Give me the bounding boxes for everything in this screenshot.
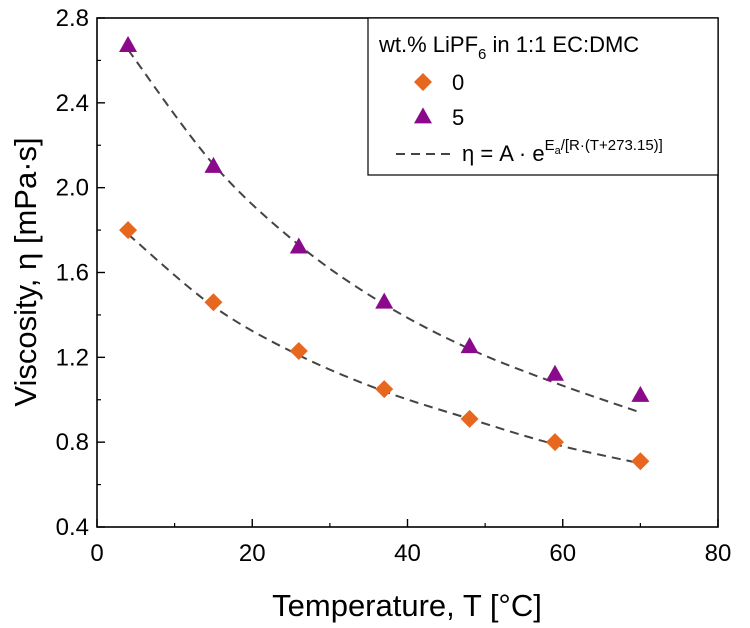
- y-tick-label: 0.4: [56, 514, 89, 541]
- data-point-series-0: [631, 452, 650, 471]
- legend-title: wt.% LiPF6 in 1:1 EC:DMC: [378, 32, 639, 63]
- legend: wt.% LiPF6 in 1:1 EC:DMC 05 η = A · eEa/…: [367, 17, 719, 176]
- data-point-series-0: [545, 433, 564, 452]
- legend-marker-series-5: [414, 107, 432, 124]
- data-point-series-0: [204, 293, 223, 312]
- data-point-series-5: [460, 337, 479, 354]
- data-point-series-5: [545, 364, 564, 381]
- y-tick-label: 2.4: [56, 90, 89, 117]
- y-axis-title: Viscosity, η [mPa·s]: [8, 137, 43, 406]
- x-tick-label: 0: [90, 540, 103, 567]
- data-point-series-0: [375, 380, 394, 399]
- x-tick-label: 80: [705, 540, 732, 567]
- data-point-series-5: [204, 156, 223, 173]
- legend-items: 05: [414, 70, 464, 130]
- legend-box: [367, 17, 719, 176]
- y-tick-label: 2.8: [56, 5, 89, 32]
- y-tick-label: 0.8: [56, 429, 89, 456]
- x-axis-title: Temperature, T [°C]: [272, 588, 542, 623]
- data-point-series-0: [289, 341, 308, 360]
- data-point-series-5: [289, 237, 308, 254]
- legend-fit-label: η = A · eEa/[R·(T+273.15)]: [462, 137, 663, 166]
- data-point-series-5: [375, 292, 394, 309]
- axis-ticks: 0 20 40 60 80 0.4 0.8 1.2 1.6 2.0 2.4 2.8: [56, 5, 732, 567]
- y-tick-label: 1.2: [56, 344, 89, 371]
- data-point-series-0: [119, 221, 138, 240]
- x-tick-label: 40: [394, 540, 421, 567]
- legend-label-series-5: 5: [452, 105, 464, 130]
- data-point-series-5: [119, 35, 138, 52]
- y-tick-label: 2.0: [56, 175, 89, 202]
- y-tick-label: 1.6: [56, 260, 89, 287]
- data-point-series-0: [460, 409, 479, 428]
- x-tick-label: 60: [549, 540, 576, 567]
- fit-curve-series-0: [127, 233, 641, 465]
- data-points: [119, 35, 650, 471]
- fit-curve-series-5: [127, 49, 641, 414]
- x-tick-label: 20: [239, 540, 266, 567]
- data-point-series-5: [631, 385, 650, 402]
- legend-label-series-0: 0: [452, 70, 464, 95]
- legend-marker-series-0: [414, 73, 432, 91]
